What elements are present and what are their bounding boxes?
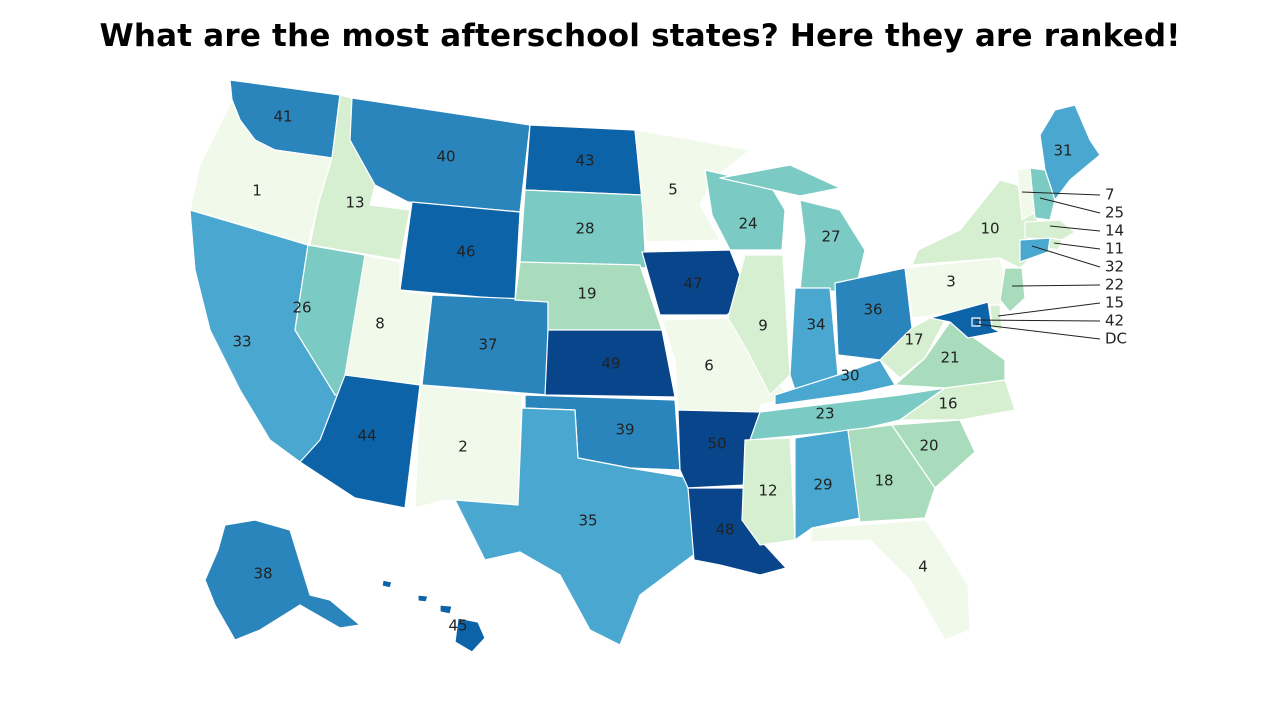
rank-label-hi: 45 xyxy=(448,617,467,635)
state-il xyxy=(727,254,791,396)
callout-line-ct xyxy=(1031,245,1101,268)
rank-label-ut: 8 xyxy=(375,315,385,333)
state-ak xyxy=(204,519,361,641)
rank-label-nd: 43 xyxy=(575,152,594,170)
rank-label-mi: 27 xyxy=(821,228,840,246)
rank-label-tn: 23 xyxy=(815,405,834,423)
rank-label-mn: 5 xyxy=(668,181,678,199)
callout-line-md xyxy=(974,319,1101,322)
state-ga xyxy=(847,424,936,523)
callout-label-ma: 14 xyxy=(1105,222,1124,240)
page-title: What are the most afterschool states? He… xyxy=(99,18,1181,54)
state-in xyxy=(789,287,839,391)
rank-label-ny: 10 xyxy=(980,220,999,238)
callout-line-dc xyxy=(975,323,1101,340)
callout-label-ri: 11 xyxy=(1105,240,1124,258)
rank-label-nc: 16 xyxy=(938,395,957,413)
states-layer xyxy=(189,79,1101,653)
callout-label-nj: 22 xyxy=(1105,276,1124,294)
state-sc xyxy=(891,419,976,489)
rank-label-nm: 2 xyxy=(458,438,468,456)
rank-label-ca: 33 xyxy=(232,333,251,351)
rank-label-sc: 20 xyxy=(919,437,938,455)
state-fl xyxy=(809,519,971,641)
state-nm xyxy=(414,384,523,509)
rank-label-wv: 17 xyxy=(904,331,923,349)
state-mn xyxy=(634,129,751,243)
callout-label-vt: 7 xyxy=(1105,186,1115,204)
rank-label-fl: 4 xyxy=(918,558,928,576)
rank-label-mt: 40 xyxy=(436,148,455,166)
rank-label-ar: 50 xyxy=(707,435,726,453)
rank-label-me: 31 xyxy=(1053,142,1072,160)
state-va xyxy=(894,321,1006,389)
rank-label-wy: 46 xyxy=(456,243,475,261)
rank-label-ms: 12 xyxy=(758,482,777,500)
callout-label-md: 42 xyxy=(1105,312,1124,330)
state-nc xyxy=(899,379,1016,421)
rank-label-il: 9 xyxy=(758,317,768,335)
rank-label-al: 29 xyxy=(813,476,832,494)
callout-line-vt xyxy=(1021,191,1101,196)
rank-label-ky: 30 xyxy=(840,367,859,385)
rank-label-in: 34 xyxy=(806,316,825,334)
callout-label-dc: DC xyxy=(1105,330,1127,348)
rank-label-tx: 35 xyxy=(578,512,597,530)
rank-label-ga: 18 xyxy=(874,472,893,490)
callout-line-nj xyxy=(1011,284,1101,287)
state-md xyxy=(929,301,1001,339)
callout-line-ri xyxy=(1053,242,1101,250)
state-nh xyxy=(1029,167,1056,221)
callout-label-de: 15 xyxy=(1105,294,1124,312)
rank-label-ak: 38 xyxy=(253,565,272,583)
rank-labels-layer: 4113313264046844372432819493935547650482… xyxy=(232,108,1072,635)
state-nj xyxy=(999,267,1026,313)
rank-label-wa: 41 xyxy=(273,108,292,126)
state-hi xyxy=(381,579,486,653)
callout-label-ct: 32 xyxy=(1105,258,1124,276)
state-ct xyxy=(1019,237,1051,263)
rank-label-ne: 19 xyxy=(577,285,596,303)
rank-label-wi: 24 xyxy=(738,215,757,233)
rank-label-mo: 6 xyxy=(704,357,714,375)
state-ma xyxy=(1024,219,1076,241)
state-al xyxy=(794,429,861,541)
rank-label-sd: 28 xyxy=(575,220,594,238)
state-tx xyxy=(454,407,701,646)
callout-line-nh xyxy=(1039,197,1101,214)
rank-label-ks: 49 xyxy=(601,355,620,373)
callout-line-de xyxy=(997,302,1101,317)
rank-label-az: 44 xyxy=(357,427,376,445)
rank-label-ia: 47 xyxy=(683,275,702,293)
callout-label-nh: 25 xyxy=(1105,204,1124,222)
rank-label-oh: 36 xyxy=(863,301,882,319)
rank-label-or: 1 xyxy=(252,182,262,200)
rank-label-pa: 3 xyxy=(946,273,956,291)
callout-line-ma xyxy=(1049,225,1101,232)
state-ms xyxy=(741,437,796,546)
rank-label-nv: 26 xyxy=(292,299,311,317)
rank-label-co: 37 xyxy=(478,336,497,354)
rank-label-id: 13 xyxy=(345,194,364,212)
rank-label-ok: 39 xyxy=(615,421,634,439)
rank-label-va: 21 xyxy=(940,349,959,367)
state-ks xyxy=(544,329,676,398)
rank-label-la: 48 xyxy=(715,521,734,539)
